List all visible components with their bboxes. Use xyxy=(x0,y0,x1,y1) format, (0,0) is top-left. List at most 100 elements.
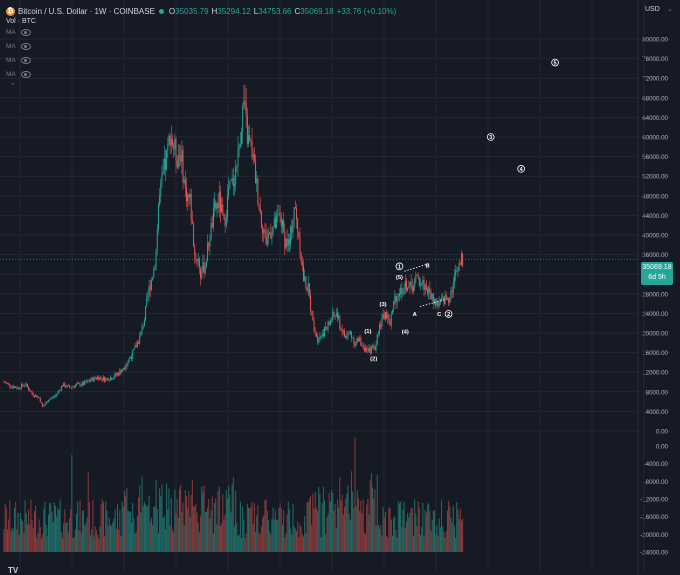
candle-body xyxy=(427,289,429,294)
ma-indicator-2[interactable]: MA xyxy=(6,43,31,50)
volume-bar xyxy=(37,532,39,552)
volume-bar xyxy=(100,503,102,552)
price-tick-label: 36000.00 xyxy=(642,252,668,259)
candle-body xyxy=(94,377,96,379)
candle-body xyxy=(339,315,341,329)
candle-body xyxy=(372,345,374,347)
candle-body xyxy=(38,396,40,398)
ma-indicator-4[interactable]: MA xyxy=(6,71,31,78)
volume-bar xyxy=(253,503,255,552)
candle-body xyxy=(70,387,72,389)
candle-body xyxy=(4,382,6,383)
volume-bar xyxy=(131,522,133,552)
candle-body xyxy=(216,203,218,209)
candle-body xyxy=(209,240,211,247)
volume-bar xyxy=(225,490,227,552)
candle-body xyxy=(196,259,198,262)
volume-bar xyxy=(111,525,113,552)
candle-body xyxy=(101,378,103,380)
candle-body xyxy=(321,333,323,336)
candle-body xyxy=(40,401,42,404)
candle-body xyxy=(350,331,352,338)
candle-body xyxy=(404,280,406,289)
eye-hidden-icon[interactable] xyxy=(20,43,31,50)
candle-body xyxy=(3,382,5,383)
volume-bar xyxy=(22,521,24,552)
volume-bar xyxy=(161,484,163,552)
candle-body xyxy=(22,384,24,386)
volume-bar xyxy=(8,519,10,552)
volume-bar xyxy=(366,504,368,552)
candle-body xyxy=(153,269,155,278)
volume-bar xyxy=(43,508,45,552)
volume-bar xyxy=(420,535,422,552)
candle-body xyxy=(265,230,267,245)
tradingview-logo-icon[interactable]: TV xyxy=(8,566,19,575)
volume-bar xyxy=(409,512,411,552)
eye-hidden-icon[interactable] xyxy=(20,57,31,64)
ma-indicator-3[interactable]: MA xyxy=(6,57,31,64)
volume-bar xyxy=(445,531,447,552)
volume-bar xyxy=(318,486,320,552)
candle-body xyxy=(53,396,55,398)
candle-body xyxy=(272,227,274,235)
candle-body xyxy=(434,299,436,304)
candle-body xyxy=(301,261,303,267)
candle-body xyxy=(395,296,397,303)
candle-body xyxy=(241,132,243,144)
volume-bar xyxy=(259,534,261,552)
candle-body xyxy=(269,232,271,234)
candle-body xyxy=(386,312,388,319)
volume-indicator-label[interactable]: Vol · BTC xyxy=(6,18,36,25)
candle-body xyxy=(173,145,175,150)
volume-bar xyxy=(305,532,307,552)
elliott-wave-circle xyxy=(395,262,404,271)
volume-bar xyxy=(204,511,206,552)
candle-body xyxy=(391,309,393,315)
volume-bar xyxy=(4,503,6,552)
candle-body xyxy=(146,298,148,307)
symbol-title[interactable]: Bitcoin / U.S. Dollar · 1W · COINBASE xyxy=(18,6,155,16)
volume-bar xyxy=(241,538,243,552)
candle-body xyxy=(79,383,81,386)
candle-body xyxy=(376,334,378,344)
eye-hidden-icon[interactable] xyxy=(20,29,31,36)
volume-bar xyxy=(146,506,148,552)
collapse-indicators-chevron-icon[interactable]: ⌃ xyxy=(10,83,16,90)
volume-bar xyxy=(296,531,297,552)
volume-bar xyxy=(7,529,9,552)
volume-bar xyxy=(434,510,436,552)
eye-hidden-icon[interactable] xyxy=(20,71,31,78)
candle-body xyxy=(360,337,362,346)
candle-body xyxy=(294,207,296,208)
volume-bar xyxy=(414,499,416,552)
volume-bar xyxy=(122,506,124,552)
elliott-wave-circle xyxy=(551,58,559,67)
open-key: O xyxy=(168,6,176,16)
candle-body xyxy=(416,274,418,276)
volume-bar xyxy=(359,510,361,552)
candle-body xyxy=(402,293,404,295)
candle-body xyxy=(236,165,238,167)
volume-bar xyxy=(360,500,362,552)
candle-body xyxy=(148,285,150,296)
candle-body xyxy=(119,370,121,376)
price-tick-label: 44000.00 xyxy=(642,213,668,220)
candle-body xyxy=(398,293,400,297)
volume-bar xyxy=(435,533,437,552)
volume-bar xyxy=(308,498,310,552)
volume-bar xyxy=(381,535,383,552)
candle-body xyxy=(367,349,369,352)
candle-body xyxy=(207,243,209,262)
volume-bar xyxy=(3,529,5,552)
volume-bar xyxy=(60,532,62,552)
volume-bar xyxy=(283,510,285,552)
volume-bar xyxy=(222,494,224,552)
price-tick-label: 40000.00 xyxy=(642,233,668,240)
candle-body xyxy=(176,160,178,168)
currency-chevron-down-icon[interactable]: ⌄ xyxy=(667,6,673,13)
ma-indicator-1[interactable]: MA xyxy=(6,29,31,36)
currency-label[interactable]: USD xyxy=(645,6,660,13)
volume-bar xyxy=(181,511,183,552)
